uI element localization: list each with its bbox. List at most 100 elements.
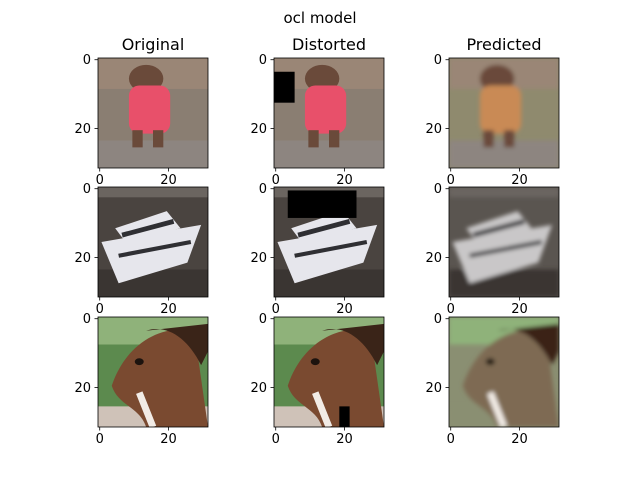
y-tick-label: 0 — [259, 182, 267, 197]
y-tick-label: 0 — [83, 182, 91, 197]
panel-image — [98, 58, 208, 168]
y-tick-label: 0 — [434, 53, 442, 68]
image-panel-boat-distorted: 0 20 0 20 — [250, 182, 385, 317]
axes-frame — [448, 57, 560, 169]
y-tick-label: 20 — [425, 381, 442, 396]
image-panel-dog-predicted: 0 20 0 20 Predicted — [425, 35, 560, 188]
horse-blaze — [487, 391, 508, 427]
image-panel-dog-distorted: 0 20 0 20 Distorted — [250, 35, 385, 188]
y-tick-label: 0 — [83, 312, 91, 327]
horse-mane — [322, 323, 384, 366]
x-tick-label: 20 — [160, 302, 177, 317]
y-tick-label: 20 — [250, 381, 267, 396]
axes-frame — [448, 186, 560, 298]
figure-title: ocl model — [283, 9, 356, 27]
horse-head — [462, 329, 559, 427]
boat-windows — [297, 219, 351, 238]
y-tick-label: 20 — [425, 122, 442, 137]
image-content — [98, 58, 208, 168]
column-title-predicted: Predicted — [466, 35, 541, 54]
x-tick-label: 0 — [447, 173, 455, 188]
dog-sweater — [479, 85, 522, 134]
column-title-distorted: Distorted — [292, 35, 366, 54]
axes-frame — [273, 186, 385, 298]
horse-blaze — [312, 391, 333, 427]
image-water — [274, 269, 384, 297]
axes-frame — [273, 316, 385, 428]
y-tick-label: 20 — [74, 251, 91, 266]
horse-mane — [497, 323, 559, 366]
occlusion-mask — [287, 190, 357, 218]
panel-image — [274, 317, 384, 427]
image-content — [449, 58, 559, 168]
x-tick-label: 0 — [96, 432, 104, 447]
x-tick-label: 20 — [511, 173, 528, 188]
image-content — [98, 317, 208, 427]
panel-image — [98, 187, 208, 297]
dog-sweater — [128, 85, 171, 134]
image-content — [98, 187, 208, 297]
x-tick-label: 0 — [272, 432, 280, 447]
image-panel-horse-predicted: 0 20 0 20 — [425, 312, 560, 447]
horse-head — [111, 329, 208, 427]
y-tick-label: 20 — [74, 122, 91, 137]
boat-stripe — [118, 239, 192, 258]
boat-stripe — [469, 239, 543, 258]
column-title-original: Original — [122, 35, 185, 54]
image-sky — [449, 187, 559, 198]
x-tick-label: 20 — [336, 302, 353, 317]
y-tick-label: 0 — [83, 53, 91, 68]
image-panel-horse-original: 0 20 0 20 — [74, 312, 209, 447]
panel-image — [274, 187, 384, 297]
dog-leg — [132, 130, 143, 148]
axes-frame — [273, 57, 385, 169]
image-content — [449, 187, 559, 297]
horse-eye — [310, 358, 320, 366]
boat-stripe — [294, 239, 368, 258]
dog-leg — [504, 130, 515, 148]
panel-image — [449, 317, 559, 427]
panel-image — [449, 187, 559, 297]
dog-leg — [329, 130, 340, 148]
panel-image — [449, 58, 559, 168]
y-tick-label: 20 — [425, 251, 442, 266]
y-tick-label: 0 — [434, 182, 442, 197]
image-sky — [98, 187, 208, 198]
panel-image — [274, 58, 384, 168]
x-tick-label: 0 — [96, 302, 104, 317]
y-tick-label: 20 — [250, 251, 267, 266]
image-content — [274, 317, 384, 427]
occlusion-mask — [274, 71, 295, 103]
panel-grid: 0 20 0 20 Original 0 20 0 20 Distorted 0 20 0 20 Predi… — [74, 35, 560, 447]
image-panel-boat-predicted: 0 20 0 20 — [425, 182, 560, 317]
image-water — [449, 269, 559, 297]
x-tick-label: 0 — [272, 302, 280, 317]
axes-frame — [97, 186, 209, 298]
axes-frame — [97, 316, 209, 428]
dog-leg — [153, 130, 164, 148]
image-content — [449, 317, 559, 427]
x-tick-label: 0 — [272, 173, 280, 188]
y-tick-label: 0 — [434, 312, 442, 327]
horse-mane — [146, 323, 208, 366]
x-tick-label: 20 — [336, 173, 353, 188]
occlusion-mask — [339, 406, 350, 427]
x-tick-label: 20 — [160, 432, 177, 447]
y-tick-label: 0 — [259, 312, 267, 327]
y-tick-label: 20 — [74, 381, 91, 396]
dog-leg — [483, 130, 494, 148]
x-tick-label: 20 — [336, 432, 353, 447]
x-tick-label: 20 — [511, 432, 528, 447]
image-panel-horse-distorted: 0 20 0 20 — [250, 312, 385, 447]
x-tick-label: 20 — [160, 173, 177, 188]
boat-windows — [121, 219, 175, 238]
horse-eye — [134, 358, 144, 366]
y-tick-label: 20 — [250, 122, 267, 137]
image-panel-dog-original: 0 20 0 20 Original — [74, 35, 209, 188]
x-tick-label: 0 — [447, 432, 455, 447]
x-tick-label: 0 — [96, 173, 104, 188]
y-tick-label: 0 — [259, 53, 267, 68]
x-tick-label: 20 — [511, 302, 528, 317]
horse-head — [287, 329, 384, 427]
